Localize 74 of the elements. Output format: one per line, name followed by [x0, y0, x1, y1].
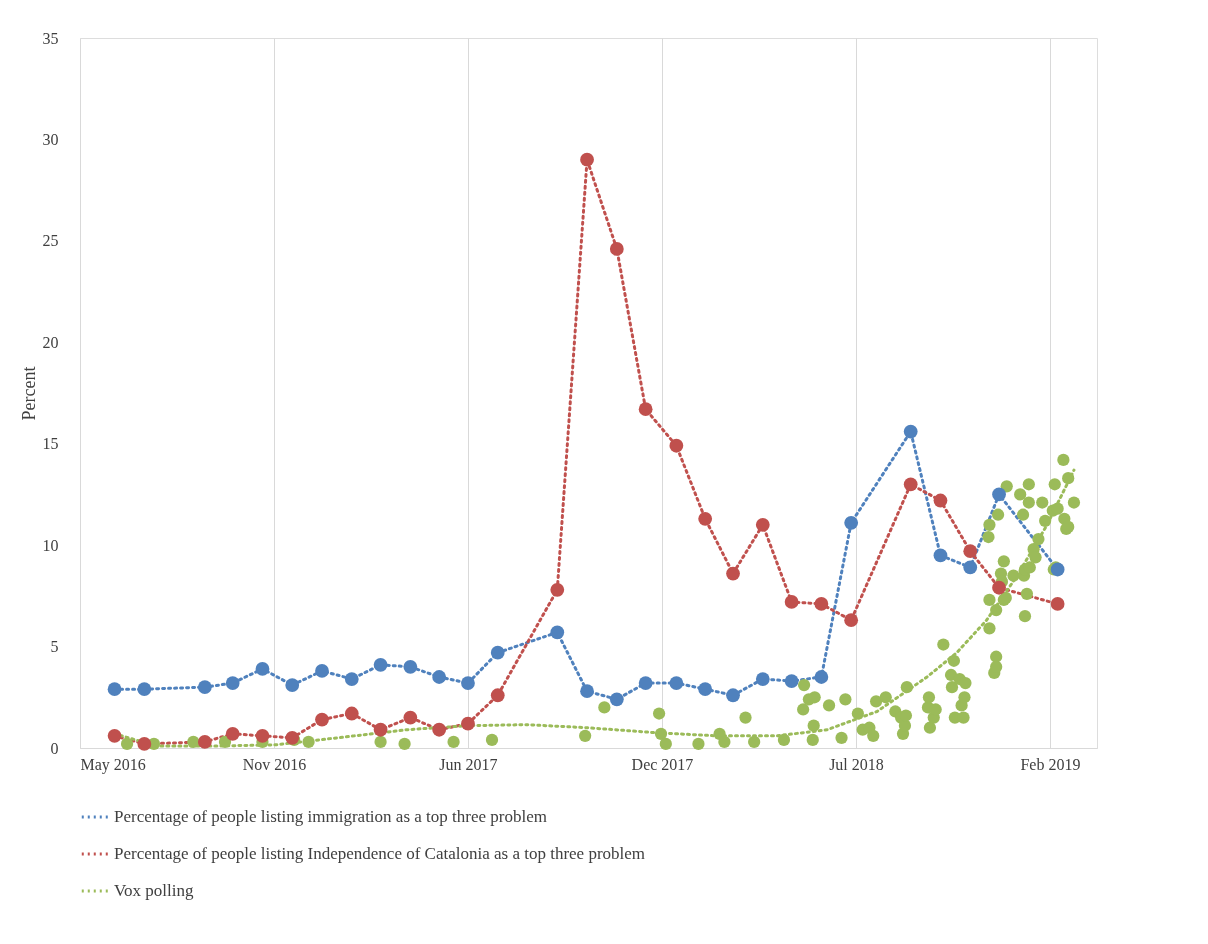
point — [580, 684, 594, 699]
x-tick-label: Nov 2016 — [242, 755, 307, 773]
point — [225, 676, 240, 690]
point — [373, 657, 388, 672]
y-tick-label: 25 — [42, 232, 59, 250]
point — [550, 625, 565, 640]
point — [403, 710, 418, 725]
point — [255, 662, 270, 676]
point — [137, 682, 152, 697]
point — [726, 566, 740, 581]
point — [580, 152, 594, 167]
y-tick-label: 20 — [42, 333, 59, 351]
point — [315, 664, 329, 678]
point — [403, 659, 418, 674]
point — [461, 676, 475, 690]
legend-label: Percentage of people listing immigration as a top three problem — [114, 807, 547, 826]
point — [814, 597, 829, 611]
point — [814, 670, 829, 684]
point — [784, 674, 799, 688]
y-tick-label: 0 — [50, 739, 59, 757]
y-tick-label: 30 — [42, 130, 59, 148]
point — [698, 682, 713, 697]
point — [726, 688, 740, 703]
point — [255, 728, 270, 743]
point — [933, 548, 948, 563]
point — [432, 670, 447, 684]
point — [107, 728, 122, 743]
point — [373, 722, 388, 737]
point — [609, 242, 624, 256]
point — [933, 493, 948, 508]
point — [107, 682, 122, 697]
point — [963, 544, 978, 559]
point — [344, 672, 359, 686]
point — [669, 676, 684, 690]
point — [992, 487, 1006, 502]
x-tick-label: Feb 2019 — [1020, 755, 1081, 773]
x-tick-label: Dec 2017 — [631, 755, 694, 773]
point — [755, 672, 770, 686]
point — [784, 595, 799, 609]
point — [490, 645, 505, 660]
point — [490, 688, 505, 703]
point — [225, 726, 240, 741]
point — [285, 678, 300, 692]
legend-label: Percentage of people listing Independence of Catalonia as a top three problem — [114, 844, 646, 863]
point — [992, 580, 1006, 595]
point — [432, 722, 447, 737]
y-tick-label: 10 — [42, 536, 59, 554]
x-tick-label: Jun 2017 — [439, 755, 498, 773]
point — [903, 477, 918, 492]
y-tick-label: 35 — [42, 29, 59, 47]
y-tick-label: 5 — [50, 638, 59, 656]
point — [669, 438, 684, 453]
point — [844, 515, 859, 530]
point — [903, 424, 918, 439]
point — [1050, 597, 1065, 611]
point — [137, 737, 152, 751]
point — [197, 680, 212, 695]
point — [609, 692, 624, 707]
x-tick-label: Jul 2018 — [829, 755, 884, 773]
point — [963, 560, 978, 575]
y-tick-label: 15 — [42, 435, 59, 453]
point — [197, 735, 212, 749]
x-tick-label: May 2016 — [80, 755, 146, 774]
point — [315, 712, 329, 727]
point — [698, 511, 713, 526]
point — [344, 706, 359, 721]
point — [461, 716, 475, 731]
point — [638, 676, 653, 690]
point — [638, 402, 653, 417]
point — [844, 613, 859, 628]
legend-label: Vox polling — [114, 881, 194, 900]
y-axis-title: Percent — [18, 366, 39, 421]
point — [550, 582, 565, 597]
point — [755, 517, 770, 532]
